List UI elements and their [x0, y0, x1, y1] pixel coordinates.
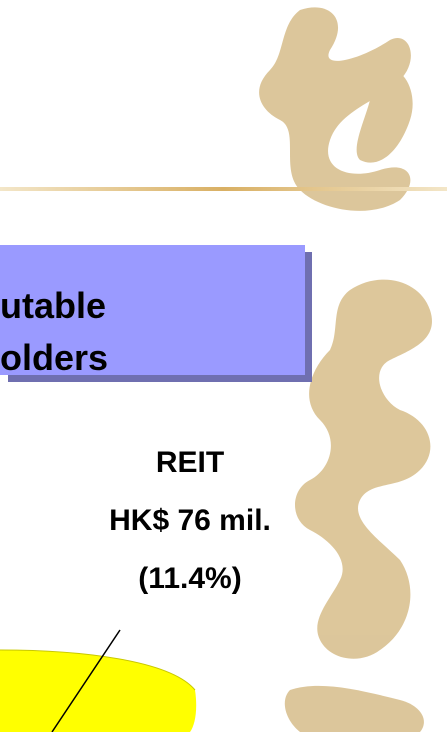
label-line: REIT: [156, 446, 224, 479]
heading-line: utable: [0, 285, 106, 326]
divider: [0, 187, 447, 191]
label-line: HK$ 76 mil.: [109, 504, 271, 537]
label-line: (11.4%): [138, 562, 241, 595]
heading-line: olders: [0, 337, 108, 378]
page: utable olders REIT HK$ 76 mil. (11.4%) (…: [0, 0, 447, 732]
slide: utable olders REIT HK$ 76 mil. (11.4%): [0, 0, 447, 732]
